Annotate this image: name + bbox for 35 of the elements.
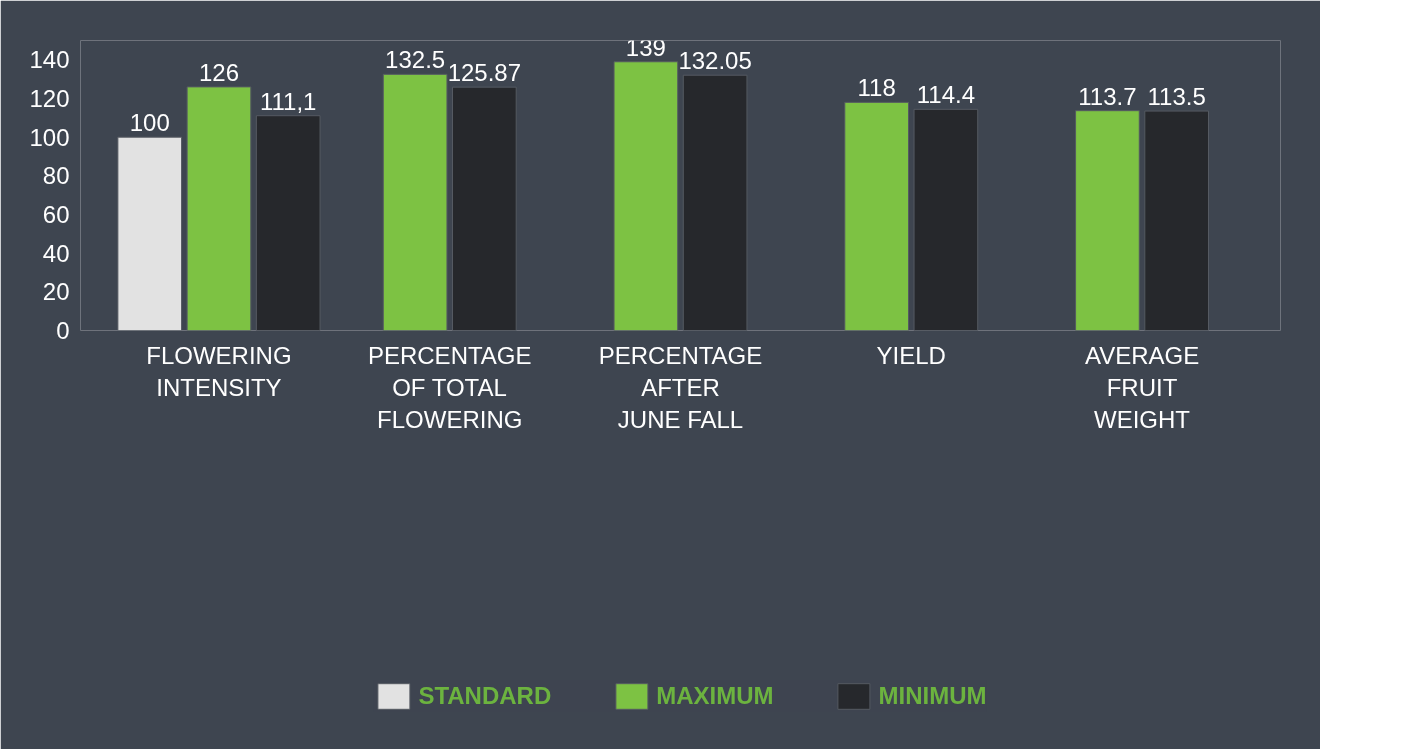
bar <box>382 73 448 331</box>
y-tick-label: 0 <box>56 317 70 344</box>
bar <box>913 108 979 331</box>
data-label: 111,1 <box>259 87 317 115</box>
data-label: 125.87 <box>447 59 522 87</box>
x-tick-label: YIELD <box>876 341 946 369</box>
data-label: 114.4 <box>916 81 976 109</box>
bar <box>844 101 909 331</box>
bar <box>117 136 183 331</box>
bar <box>613 61 679 331</box>
y-tick-label: 60 <box>42 201 70 228</box>
legend-label: MAXIMUM <box>656 682 774 710</box>
y-tick-label: 80 <box>42 162 70 190</box>
y-tick-label: 40 <box>42 239 70 267</box>
bar <box>1075 110 1140 331</box>
data-label: 126 <box>198 58 239 86</box>
y-tick-label: 120 <box>29 85 70 112</box>
data-label: 113.5 <box>1147 83 1206 111</box>
bar <box>452 86 517 331</box>
bar <box>682 74 748 331</box>
legend-label: STANDARD <box>418 682 552 710</box>
data-label: 100 <box>129 109 170 137</box>
x-tick-label: PERCENTAGE OF TOTAL FLOWERING <box>367 341 532 434</box>
data-label: 132.05 <box>678 47 752 75</box>
data-label: 113.7 <box>1078 82 1137 110</box>
y-tick-label: 100 <box>29 123 70 151</box>
x-tick-label: PERCENTAGE AFTER JUNE FALL <box>598 341 763 434</box>
y-tick-label: 20 <box>42 278 70 306</box>
x-tick-label: FLOWERING INTENSITY <box>146 341 292 401</box>
legend-label: MINIMUM <box>878 682 987 710</box>
x-tick-label: AVERAGE FRUIT WEIGHT <box>1084 341 1200 434</box>
data-label: 118 <box>857 74 896 102</box>
bar <box>1144 110 1209 331</box>
y-tick-label: 140 <box>29 46 70 74</box>
data-label: 132.5 <box>385 46 446 74</box>
